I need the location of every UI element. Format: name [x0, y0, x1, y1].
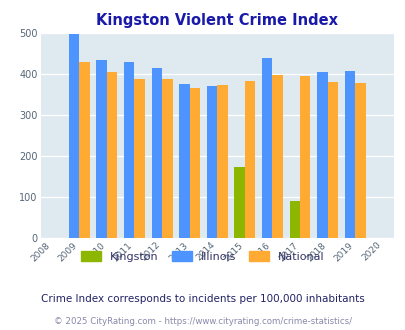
- Bar: [79, 62, 90, 238]
- Bar: [299, 76, 310, 238]
- Bar: [162, 79, 172, 238]
- Bar: [234, 167, 244, 238]
- Bar: [96, 60, 107, 238]
- Bar: [68, 34, 79, 238]
- Bar: [327, 82, 337, 238]
- Bar: [261, 58, 272, 238]
- Legend: Kingston, Illinois, National: Kingston, Illinois, National: [77, 247, 328, 267]
- Bar: [272, 75, 282, 238]
- Bar: [134, 79, 145, 238]
- Bar: [206, 86, 217, 238]
- Bar: [107, 72, 117, 238]
- Text: © 2025 CityRating.com - https://www.cityrating.com/crime-statistics/: © 2025 CityRating.com - https://www.city…: [54, 317, 351, 326]
- Text: Crime Index corresponds to incidents per 100,000 inhabitants: Crime Index corresponds to incidents per…: [41, 294, 364, 304]
- Bar: [179, 84, 189, 238]
- Bar: [289, 201, 299, 238]
- Bar: [316, 72, 327, 238]
- Bar: [354, 82, 365, 238]
- Bar: [151, 68, 162, 238]
- Bar: [344, 71, 354, 238]
- Bar: [244, 81, 255, 238]
- Bar: [217, 84, 227, 238]
- Title: Kingston Violent Crime Index: Kingston Violent Crime Index: [96, 13, 337, 28]
- Bar: [189, 88, 200, 238]
- Bar: [124, 62, 134, 238]
